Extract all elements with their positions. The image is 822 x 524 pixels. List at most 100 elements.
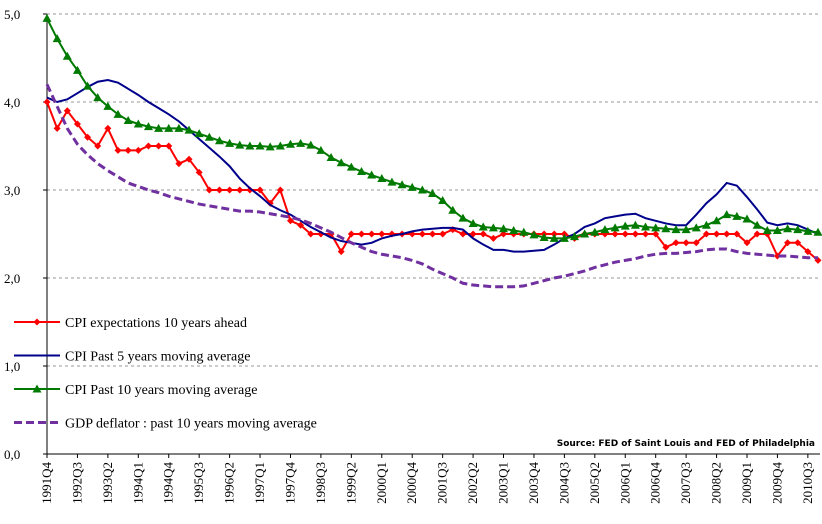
point: [642, 230, 650, 238]
point: [195, 168, 203, 176]
point: [356, 167, 366, 176]
series: [43, 98, 822, 264]
legend-label: CPI Past 5 years moving average: [65, 350, 250, 365]
point: [630, 220, 640, 229]
point: [255, 141, 265, 150]
point: [133, 119, 143, 128]
point: [215, 186, 223, 194]
point: [743, 239, 751, 247]
x-tick-label: 2006Q1: [617, 462, 632, 504]
x-tick-label: 1996Q2: [222, 462, 237, 504]
x-tick-label: 1992Q3: [69, 462, 84, 504]
point: [123, 115, 133, 124]
legend-label: GDP deflator : past 10 years moving aver…: [65, 417, 317, 432]
point: [256, 186, 264, 194]
point: [713, 230, 721, 238]
x-tick-label: 2007Q3: [678, 462, 693, 504]
point: [813, 227, 822, 236]
point: [500, 230, 508, 238]
point: [175, 160, 183, 168]
point: [773, 252, 781, 260]
point: [692, 239, 700, 247]
point: [103, 101, 113, 110]
legend-marker: [33, 318, 41, 326]
x-tick-label: 2010Q3: [800, 462, 815, 504]
y-tick-label: 0,0: [4, 447, 20, 462]
legend: CPI expectations 10 years ahead CPI Past …: [14, 316, 317, 432]
point: [113, 109, 123, 118]
point: [165, 142, 173, 150]
point: [712, 216, 722, 225]
point: [417, 185, 427, 194]
point: [62, 51, 72, 60]
x-tick-label: 2009Q1: [739, 462, 754, 504]
point: [529, 230, 539, 239]
point: [194, 129, 204, 138]
point: [52, 34, 62, 43]
point: [793, 225, 803, 234]
point: [347, 230, 355, 238]
point: [651, 223, 661, 232]
point: [620, 221, 630, 230]
point: [94, 142, 102, 150]
point: [539, 233, 549, 242]
point: [124, 146, 132, 154]
point: [134, 146, 142, 154]
point: [236, 186, 244, 194]
point: [83, 81, 93, 90]
point: [144, 142, 152, 150]
point: [641, 222, 651, 231]
point: [225, 138, 235, 147]
y-tick-label: 2,0: [4, 271, 20, 286]
point: [326, 152, 336, 161]
legend-label: CPI expectations 10 years ahead: [65, 316, 247, 331]
point: [772, 225, 782, 234]
point: [662, 243, 670, 251]
point: [316, 145, 326, 154]
point: [185, 155, 193, 163]
x-tick-label: 2009Q4: [769, 462, 784, 504]
point: [428, 189, 437, 198]
point: [753, 230, 761, 238]
line: [45, 83, 818, 289]
x-tick-label: 2004Q3: [556, 462, 571, 504]
y-tick-label: 1,0: [4, 359, 20, 374]
x-tick-label: 1991Q4: [39, 462, 54, 504]
point: [803, 226, 813, 235]
point: [72, 65, 82, 74]
point: [804, 248, 812, 256]
y-tick-label: 3,0: [4, 183, 20, 198]
point: [682, 239, 690, 247]
point: [499, 224, 509, 233]
x-tick-label: 1993Q2: [100, 462, 115, 504]
line: [46, 17, 819, 240]
point: [783, 224, 793, 233]
point: [164, 123, 174, 132]
x-tick-label: 2005Q2: [587, 462, 602, 504]
point: [367, 170, 377, 179]
point: [205, 186, 213, 194]
point: [184, 125, 194, 134]
point: [377, 174, 387, 183]
point: [479, 230, 487, 238]
x-tick-label: 2003Q1: [496, 462, 511, 504]
point: [784, 239, 792, 247]
x-tick-label: 1994Q1: [130, 462, 145, 504]
point: [600, 225, 610, 234]
point: [235, 140, 245, 149]
point: [397, 180, 407, 189]
point: [549, 233, 559, 242]
point: [488, 223, 498, 232]
point: [702, 230, 710, 238]
plot: 0,0 1,0 2,0 3,0 4,0 5,0 1991Q4 1992Q3 1993Q2 1994…: [4, 7, 822, 504]
x-tick-label: 1999Q2: [343, 462, 358, 504]
point: [346, 162, 356, 171]
point: [155, 142, 163, 150]
point: [104, 124, 112, 132]
point: [681, 225, 691, 234]
point: [742, 214, 752, 223]
point: [610, 223, 620, 232]
legend-marker: [32, 384, 42, 393]
point: [53, 124, 61, 132]
source-note: Source: FED of Saint Louis and FED of Ph…: [557, 439, 815, 449]
